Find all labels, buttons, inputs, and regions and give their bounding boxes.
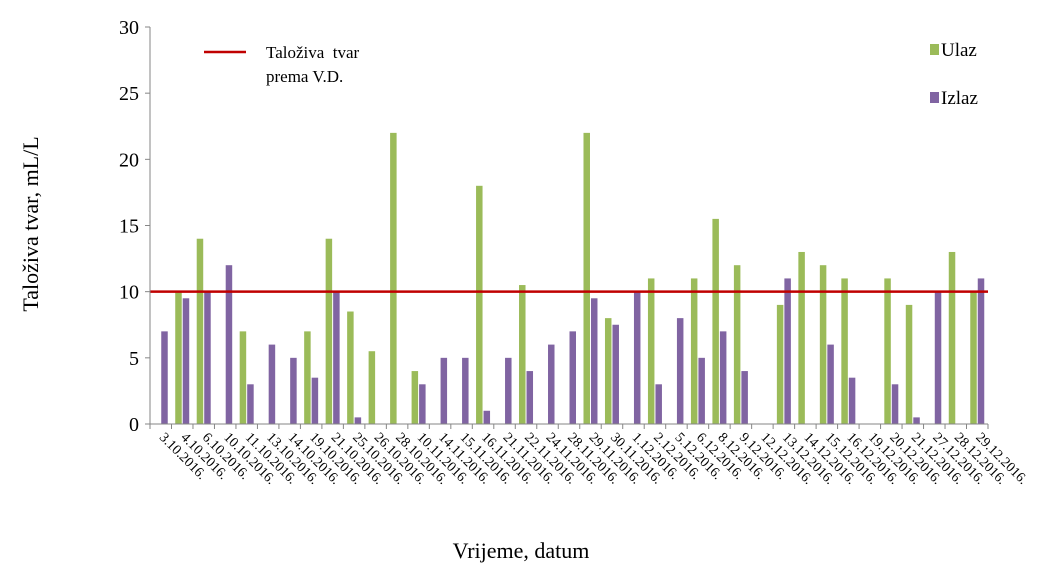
bar-izlaz-27: [741, 371, 748, 424]
bar-ulaz-23: [647, 278, 655, 424]
bar-izlaz-7: [311, 377, 319, 424]
y-axis-title: Taloživa tvar, mL/L: [18, 136, 43, 311]
legend-reference-label-line1: Taloživa tvar: [266, 43, 360, 62]
bars-layer: [161, 132, 985, 424]
bar-izlaz-23: [655, 384, 662, 424]
bar-izlaz-38: [977, 278, 985, 424]
bar-izlaz-2: [204, 291, 211, 424]
bar-izlaz-31: [827, 344, 834, 424]
bar-izlaz-1: [182, 298, 190, 424]
legend-izlaz-swatch: [930, 92, 939, 103]
legend-reference-label-line2: prema V.D.: [266, 67, 343, 86]
legend: Taloživa tvar prema V.D. Ulaz Izlaz: [204, 40, 978, 109]
y-tick-label: 10: [119, 282, 139, 304]
bar-ulaz-27: [733, 265, 741, 424]
bar-izlaz-18: [548, 344, 555, 424]
bar-ulaz-10: [368, 351, 376, 424]
bar-izlaz-5: [268, 344, 276, 424]
bar-ulaz-9: [347, 311, 354, 424]
y-tick-label: 5: [129, 348, 139, 370]
bar-izlaz-9: [354, 417, 362, 424]
bar-ulaz-4: [239, 331, 247, 424]
bar-ulaz-26: [712, 218, 719, 424]
y-tick-label: 0: [129, 414, 139, 436]
bar-ulaz-17: [519, 285, 526, 424]
y-tick-label: 30: [119, 17, 139, 39]
bar-izlaz-34: [891, 384, 899, 424]
bar-izlaz-36: [934, 291, 942, 424]
bar-ulaz-29: [776, 304, 784, 424]
y-tick-label: 25: [119, 83, 139, 105]
bar-izlaz-35: [913, 417, 920, 424]
y-tick-label: 20: [119, 149, 139, 171]
bar-ulaz-20: [583, 132, 590, 424]
bar-izlaz-17: [526, 371, 534, 424]
bar-ulaz-37: [948, 251, 956, 424]
bar-ulaz-30: [798, 251, 805, 424]
bar-izlaz-8: [333, 291, 340, 424]
x-axis-title: Vrijeme, datum: [453, 538, 590, 563]
bar-ulaz-12: [411, 371, 419, 424]
legend-ulaz-swatch: [930, 44, 939, 55]
bar-izlaz-15: [483, 410, 491, 424]
bar-izlaz-22: [633, 291, 641, 424]
bar-ulaz-21: [604, 318, 612, 424]
bar-izlaz-4: [247, 384, 254, 424]
bar-izlaz-21: [612, 324, 619, 424]
bar-ulaz-32: [841, 278, 848, 424]
bar-izlaz-26: [719, 331, 727, 424]
bar-ulaz-2: [196, 238, 204, 424]
bar-ulaz-35: [905, 304, 913, 424]
axes-layer: [145, 26, 989, 429]
bar-izlaz-3: [225, 265, 233, 424]
legend-ulaz-label: Ulaz: [941, 40, 977, 61]
bar-ulaz-7: [304, 331, 311, 424]
bar-izlaz-6: [290, 357, 297, 424]
bar-izlaz-12: [419, 384, 426, 424]
bar-ulaz-25: [690, 278, 698, 424]
bar-ulaz-8: [325, 238, 333, 424]
bar-izlaz-16: [505, 357, 512, 424]
bar-ulaz-38: [970, 291, 977, 424]
bar-izlaz-32: [848, 377, 856, 424]
bar-izlaz-13: [440, 357, 448, 424]
bar-ulaz-1: [175, 291, 182, 424]
legend-izlaz-label: Izlaz: [941, 88, 978, 109]
bar-izlaz-14: [462, 357, 469, 424]
bar-izlaz-20: [590, 298, 598, 424]
bar-izlaz-25: [698, 357, 705, 424]
bar-ulaz-15: [476, 185, 483, 424]
bar-ulaz-11: [390, 132, 397, 424]
bar-izlaz-29: [784, 278, 791, 424]
bar-izlaz-19: [569, 331, 576, 424]
bar-ulaz-31: [819, 265, 827, 424]
y-tick-label: 15: [119, 216, 139, 238]
bar-izlaz-0: [161, 331, 168, 424]
bar-izlaz-24: [676, 318, 684, 424]
bar-ulaz-34: [884, 278, 891, 424]
